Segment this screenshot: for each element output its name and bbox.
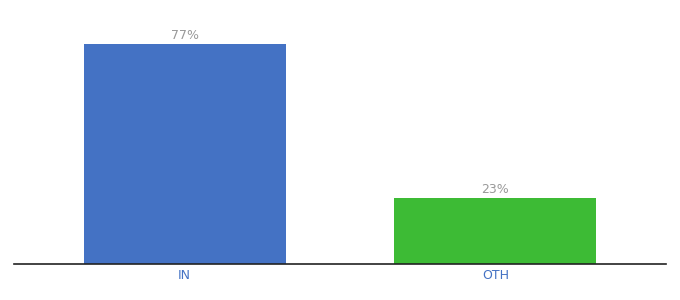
Text: 77%: 77%: [171, 29, 199, 42]
Bar: [84, 44, 286, 264]
Bar: [394, 198, 596, 264]
Text: 23%: 23%: [481, 183, 509, 196]
